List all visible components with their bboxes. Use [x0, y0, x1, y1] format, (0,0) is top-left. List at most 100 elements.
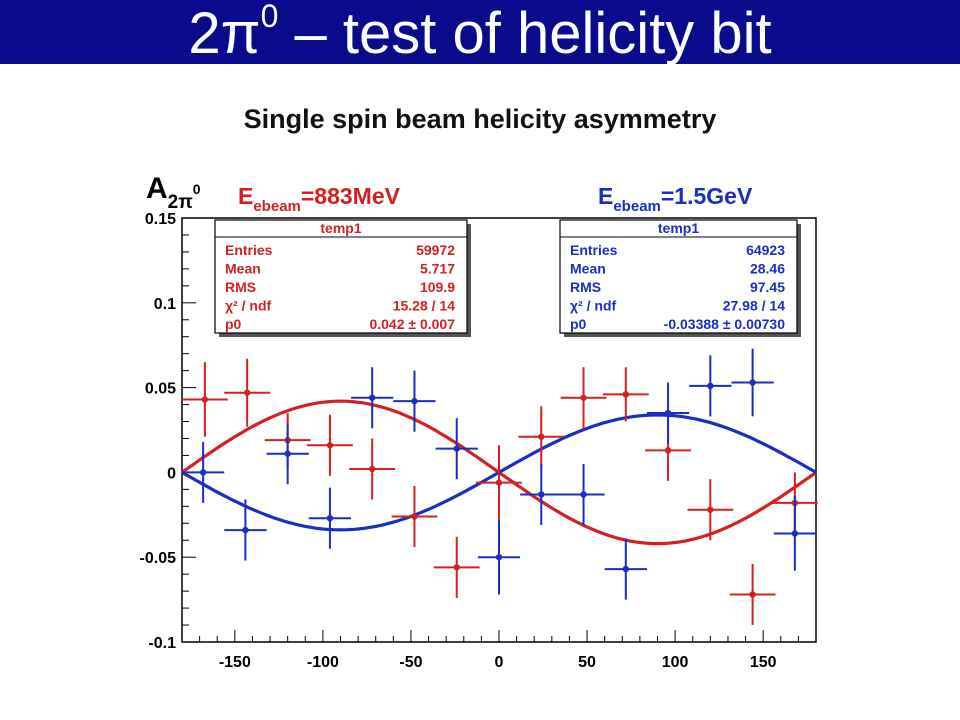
data-point-1.5GeV: [646, 382, 690, 444]
series-label-1.5GeV: Eebeam=1.5GeV: [598, 183, 753, 215]
stats-label: p0: [225, 316, 242, 332]
stats-label: Mean: [570, 261, 606, 277]
stats-box-frame: [559, 219, 798, 334]
x-tick-label: -100: [307, 654, 339, 671]
marker: [622, 391, 629, 398]
stats-value: -0.03388 ± 0.00730: [664, 316, 786, 332]
marker: [411, 397, 418, 405]
stats-value: 28.46: [750, 261, 785, 277]
marker: [495, 479, 503, 486]
marker: [580, 394, 587, 401]
stats-value: 27.98 / 14: [723, 298, 785, 314]
stats-label: Entries: [570, 242, 618, 258]
marker: [791, 530, 799, 537]
marker: [369, 394, 376, 401]
stats-label: RMS: [570, 279, 601, 295]
data-point-883MeV: [476, 445, 522, 520]
data-point-1.5GeV: [351, 367, 394, 429]
marker: [242, 526, 249, 534]
data-point-1.5GeV: [224, 499, 267, 561]
stats-label: Mean: [225, 261, 261, 277]
marker: [664, 409, 672, 417]
title-bar: 2π0 – test of helicity bit: [0, 0, 960, 66]
y-tick-label: -0.05: [140, 550, 177, 567]
x-tick-label: 50: [578, 654, 596, 671]
slide-title: 2π0 – test of helicity bit: [0, 0, 960, 68]
y-tick-label: 0.15: [145, 211, 176, 228]
data-point-1.5GeV: [520, 463, 563, 525]
data-point-883MeV: [307, 414, 353, 476]
data-point-1.5GeV: [773, 496, 816, 571]
x-tick-label: 0: [495, 654, 504, 671]
data-point-1.5GeV: [689, 355, 732, 417]
title-superscript: 0: [260, 0, 279, 34]
marker: [326, 514, 334, 522]
stats-box-1.5GeV: temp1 Entries 64923 Mean 28.46 RMS 97.45 χ² / n…: [559, 219, 801, 337]
data-point-883MeV: [687, 479, 734, 541]
marker: [201, 396, 209, 403]
stats-label: χ² / ndf: [225, 298, 271, 314]
data-point-1.5GeV: [604, 538, 647, 600]
data-point-1.5GeV: [477, 519, 521, 595]
data-point-883MeV: [560, 367, 607, 429]
data-point-1.5GeV: [731, 348, 774, 417]
marker: [453, 445, 460, 452]
data-point-883MeV: [349, 438, 396, 500]
marker: [580, 491, 587, 498]
marker: [749, 379, 756, 386]
stats-box-883MeV: temp1 Entries 59972 Mean 5.717 RMS 109.9 χ² / n…: [214, 219, 471, 337]
marker: [243, 389, 251, 396]
y-tick-label: 0: [167, 465, 176, 482]
marker: [538, 433, 545, 440]
data-point-883MeV: [182, 362, 228, 437]
marker: [199, 469, 207, 476]
marker: [664, 447, 672, 454]
y-tick-label: 0.05: [145, 381, 176, 398]
marker: [495, 554, 503, 561]
data-point-883MeV: [729, 563, 776, 626]
data-point-1.5GeV: [562, 463, 605, 525]
data-point-883MeV: [433, 536, 480, 598]
marker: [749, 591, 756, 598]
series-label-883MeV: Eebeam=883MeV: [238, 183, 401, 215]
stats-value: 5.717: [420, 261, 455, 277]
stats-value: 59972: [416, 242, 455, 258]
y-tick-label: -0.1: [148, 635, 176, 652]
data-point-883MeV: [518, 406, 565, 468]
marker: [453, 564, 460, 571]
stats-box-frame: [214, 219, 468, 334]
data-point-1.5GeV: [182, 441, 225, 503]
x-tick-label: 100: [662, 654, 689, 671]
stats-box-header: temp1: [658, 220, 699, 236]
stats-label: χ² / ndf: [570, 298, 616, 314]
data-point-1.5GeV: [266, 423, 309, 485]
marker: [284, 450, 291, 457]
marker: [538, 491, 545, 498]
y-tick-label: 0.1: [154, 296, 176, 313]
stats-box-header: temp1: [320, 220, 361, 236]
x-tick-label: 150: [750, 654, 777, 671]
marker: [707, 506, 714, 513]
marker: [326, 442, 334, 449]
stats-label: p0: [570, 316, 587, 332]
stats-label: Entries: [225, 242, 273, 258]
title-prefix: 2π: [188, 1, 261, 66]
marker: [622, 565, 629, 573]
stats-value: 109.9: [420, 279, 455, 295]
stats-value: 0.042 ± 0.007: [369, 316, 455, 332]
marker: [707, 382, 714, 390]
data-point-1.5GeV: [393, 370, 436, 432]
stats-value: 15.28 / 14: [393, 298, 455, 314]
stats-value: 97.45: [750, 279, 785, 295]
marker: [369, 465, 376, 473]
y-axis-label: A2π0: [146, 172, 201, 213]
stats-label: RMS: [225, 279, 256, 295]
x-tick-label: -150: [219, 654, 251, 671]
marker: [411, 513, 418, 520]
data-point-1.5GeV: [308, 487, 352, 549]
data-point-1.5GeV: [435, 418, 478, 480]
chart-subtitle: Single spin beam helicity asymmetry: [243, 104, 717, 134]
data-point-883MeV: [391, 485, 438, 548]
x-tick-label: -50: [399, 654, 422, 671]
